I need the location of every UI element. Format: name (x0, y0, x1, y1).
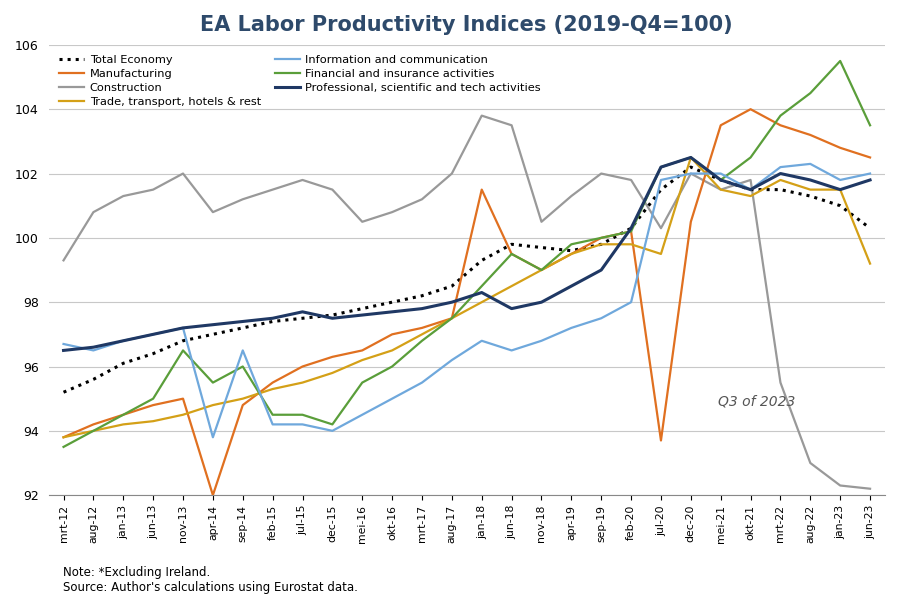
Text: Q3 of 2023: Q3 of 2023 (717, 394, 795, 408)
Title: EA Labor Productivity Indices (2019-Q4=100): EA Labor Productivity Indices (2019-Q4=1… (201, 15, 734, 35)
Text: Note: *Excluding Ireland.
Source: Author's calculations using Eurostat data.: Note: *Excluding Ireland. Source: Author… (63, 566, 358, 594)
Legend: Total Economy, Manufacturing, Construction, Trade, transport, hotels & rest, Inf: Total Economy, Manufacturing, Constructi… (54, 50, 545, 112)
